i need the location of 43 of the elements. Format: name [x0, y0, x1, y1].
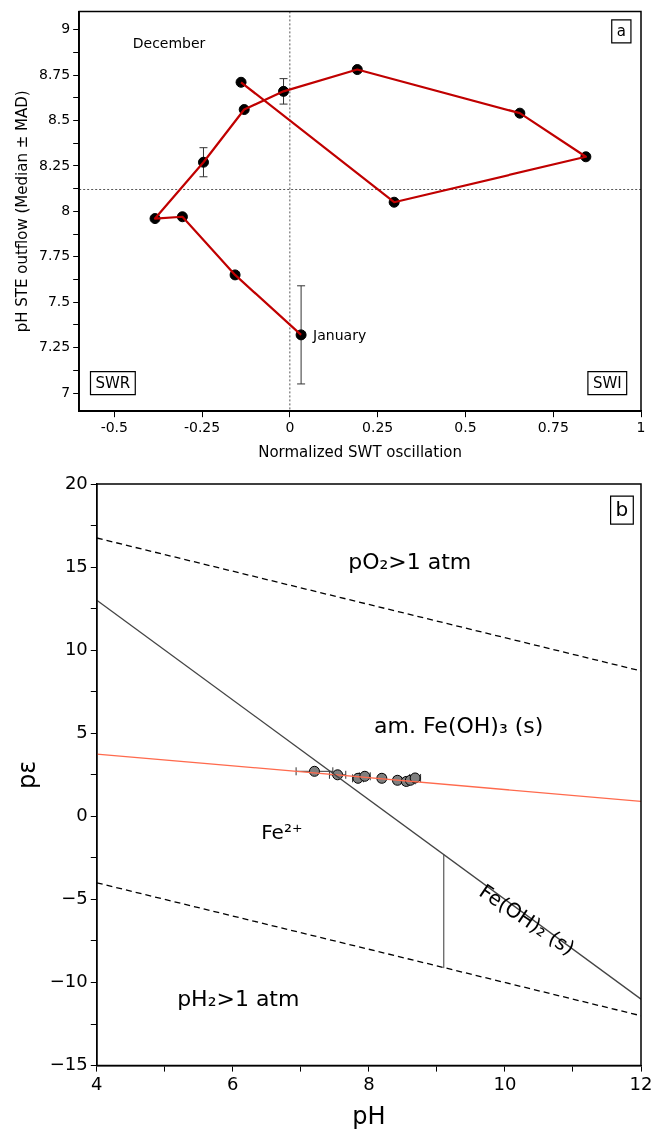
x-tick-label: 0	[285, 419, 295, 436]
annotation: SWI	[592, 374, 622, 393]
x-tick-label: 0.5	[454, 419, 477, 436]
y-tick-label: 7	[61, 383, 71, 400]
y-tick-label: 7.25	[39, 338, 71, 355]
y-tick-label: 5	[76, 720, 88, 742]
annotation: pH₂>1 atm	[177, 986, 300, 1012]
annotation: a	[616, 22, 626, 41]
y-tick-label: 0	[76, 804, 88, 826]
y-tick-label: 8.25	[39, 156, 71, 173]
y-tick-label: 7.75	[39, 247, 71, 264]
x-tick-label: 6	[227, 1073, 239, 1095]
annotation: pO₂>1 atm	[348, 548, 472, 574]
annotation: am. Fe(OH)₃ (s)	[374, 713, 544, 739]
annotation: December	[132, 35, 206, 52]
annotation: January	[312, 326, 367, 343]
y-axis-title: pε	[12, 760, 41, 789]
x-tick-label: 8	[363, 1073, 375, 1095]
x-tick-label: 0.75	[537, 419, 569, 436]
x-tick-label: 4	[91, 1073, 103, 1095]
x-tick-label: -0.25	[183, 419, 221, 436]
x-axis-title: pH	[352, 1101, 386, 1130]
y-tick-label: −15	[49, 1053, 88, 1075]
x-tick-label: 12	[629, 1073, 653, 1095]
y-tick-label: 8.75	[39, 65, 71, 82]
y-tick-label: 9	[61, 20, 71, 37]
annotation: SWR	[95, 374, 131, 393]
y-tick-label: 8	[61, 201, 71, 218]
y-axis-title: pH STE outflow (Median ± MAD)	[12, 90, 31, 333]
x-tick-label: -0.5	[100, 419, 128, 436]
annotation: Fe²⁺	[261, 820, 303, 845]
y-tick-label: 8.5	[47, 111, 71, 128]
y-tick-label: 20	[64, 471, 88, 493]
x-tick-label: 0.25	[362, 419, 394, 436]
x-tick-label: 10	[493, 1073, 517, 1095]
y-tick-label: 10	[64, 637, 88, 659]
x-tick-label: 1	[636, 419, 646, 436]
x-axis-title: Normalized SWT oscillation	[258, 442, 462, 461]
y-tick-label: 7.5	[47, 292, 71, 309]
annotation: b	[615, 497, 629, 522]
y-tick-label: −10	[49, 970, 88, 992]
y-tick-label: 15	[64, 554, 88, 576]
y-tick-label: −5	[61, 887, 88, 909]
